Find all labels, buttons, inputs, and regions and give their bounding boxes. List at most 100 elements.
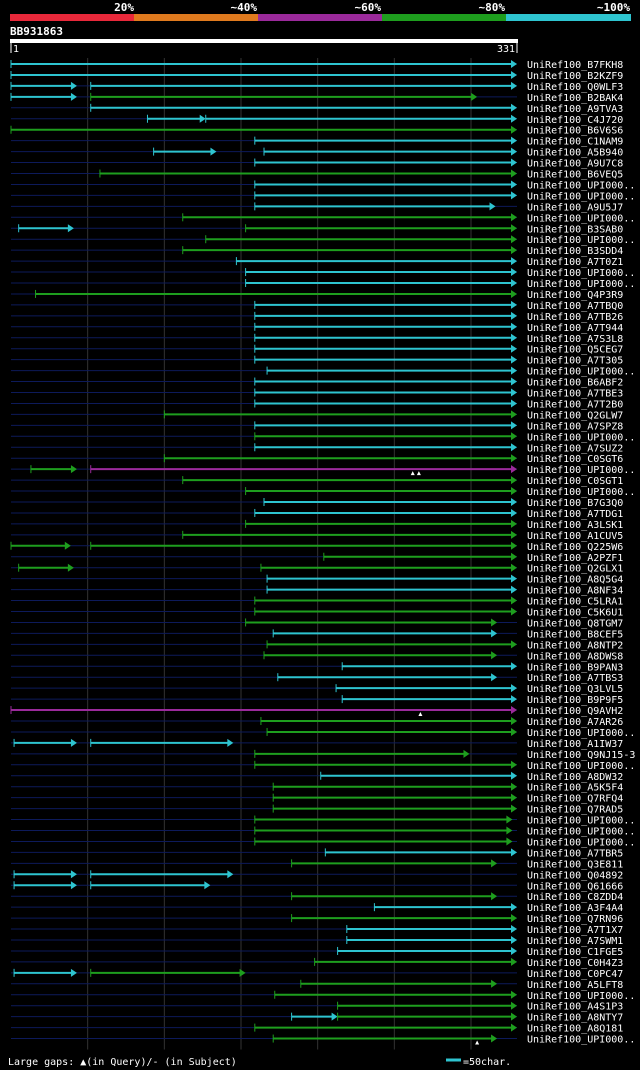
hit-row[interactable]: UniRef100_C1FGE5 [11, 946, 623, 958]
hit-row[interactable]: UniRef100_A8NTY7 [11, 1012, 623, 1024]
hit-label[interactable]: UniRef100_A2PZF1 [527, 553, 623, 564]
hit-row[interactable]: UniRef100_Q8TGM7 [11, 618, 623, 629]
hit-row[interactable]: UniRef100_A9U7C8 [11, 158, 623, 170]
hit-label[interactable]: UniRef100_A8Q5G4 [527, 575, 623, 586]
hit-label[interactable]: UniRef100_A7T2B0 [527, 399, 623, 410]
hit-label[interactable]: UniRef100_Q5CEG7 [527, 345, 623, 356]
hit-label[interactable]: UniRef100_A9U7C8 [527, 159, 623, 170]
hit-row[interactable]: UniRef100_A7T305 [11, 355, 623, 367]
hit-row[interactable]: UniRef100_B2BAK4 [10, 92, 623, 104]
hit-row[interactable]: UniRef100_A7T944 [11, 322, 623, 334]
hit-label[interactable]: UniRef100_C0H4Z3 [527, 958, 623, 969]
hit-row[interactable]: UniRef100_A7S3L8 [11, 333, 623, 345]
hit-row[interactable]: UniRef100_Q61666 [11, 881, 623, 892]
hit-label[interactable]: UniRef100_Q0WLF3 [527, 82, 623, 93]
hit-label[interactable]: UniRef100_A8Q181 [527, 1024, 623, 1035]
hit-row[interactable]: UniRef100_Q7RAD5 [11, 804, 623, 816]
hit-row[interactable]: UniRef100_A7TBQ0 [11, 300, 623, 312]
hit-label[interactable]: UniRef100_Q4P3R9 [527, 290, 623, 301]
hit-row[interactable]: UniRef100_A7T1X7 [11, 925, 623, 936]
hit-row[interactable]: UniRef100_UPI000.. [11, 366, 635, 378]
hit-row[interactable]: UniRef100_A4S1P3 [11, 1001, 623, 1013]
hit-row[interactable]: UniRef100_B9P9F5 [11, 695, 623, 706]
hit-row[interactable]: UniRef100_UPI000.. [11, 990, 635, 1002]
hit-label[interactable]: UniRef100_A8DW32 [527, 772, 623, 783]
hit-row[interactable]: UniRef100_C1NAM9 [11, 136, 623, 148]
hit-label[interactable]: UniRef100_UPI000.. [527, 465, 635, 476]
hit-row[interactable]: UniRef100_A7SUZ2 [11, 443, 623, 454]
hit-row[interactable]: UniRef100_A5LFT8 [11, 979, 623, 991]
hit-row[interactable]: UniRef100_C5K6U1 [11, 607, 623, 619]
hit-row[interactable]: UniRef100_C4J720 [11, 114, 623, 126]
hit-row[interactable]: UniRef100_UPI000.. [11, 279, 635, 290]
hit-row[interactable]: UniRef100_Q3LVL5 [11, 684, 623, 695]
hit-label[interactable]: UniRef100_A7T944 [527, 323, 623, 334]
hit-label[interactable]: UniRef100_C0SGT1 [527, 476, 623, 487]
hit-row[interactable]: UniRef100_UPI000.. [11, 826, 635, 838]
hit-label[interactable]: UniRef100_A7S3L8 [527, 334, 623, 345]
hit-label[interactable]: UniRef100_B8CEF5 [527, 629, 623, 640]
hit-row[interactable]: UniRef100_A8Q5G4 [11, 574, 623, 586]
hit-row[interactable]: UniRef100_B3SAB0 [11, 224, 623, 235]
hit-row[interactable]: UniRef100_UPI000.. [11, 760, 635, 772]
hit-label[interactable]: UniRef100_A7TBQ0 [527, 301, 623, 312]
hit-row[interactable]: UniRef100_UPI000.. [11, 432, 635, 443]
hit-label[interactable]: UniRef100_A7TBE3 [527, 389, 623, 400]
hit-row[interactable]: UniRef100_Q2GLW7 [11, 410, 623, 421]
hit-row[interactable]: UniRef100_A8Q181 [11, 1023, 623, 1035]
hit-label[interactable]: UniRef100_UPI000.. [527, 837, 635, 848]
hit-row[interactable]: UniRef100_C0H4Z3 [11, 957, 623, 969]
hit-row[interactable]: UniRef100_B9PAN3 [11, 662, 623, 673]
hit-label[interactable]: UniRef100_B6ABF2 [527, 378, 623, 389]
hit-row[interactable]: UniRef100_C0SGT1 [11, 476, 623, 487]
hit-label[interactable]: UniRef100_C5K6U1 [527, 608, 623, 619]
hit-label[interactable]: UniRef100_A5LFT8 [527, 980, 623, 991]
hit-row[interactable]: UniRef100_UPI000.. [11, 268, 635, 279]
hit-row[interactable]: UniRef100_A7T2B0 [11, 399, 623, 410]
hit-row[interactable]: UniRef100_B2KZF9 [10, 70, 623, 82]
hit-label[interactable]: UniRef100_Q04892 [527, 870, 623, 881]
hit-label[interactable]: UniRef100_A7SPZ8 [527, 421, 623, 432]
hit-row[interactable]: UniRef100_Q3E811 [11, 859, 623, 870]
hit-row[interactable]: UniRef100_UPI000.. [11, 837, 635, 848]
hit-label[interactable]: UniRef100_A7TBR5 [527, 848, 623, 859]
hit-row[interactable]: UniRef100_A1CUV5 [11, 530, 623, 542]
hit-label[interactable]: UniRef100_A3F4A4 [527, 903, 623, 914]
hit-row[interactable]: UniRef100_C0SGT6 [11, 454, 623, 465]
hit-label[interactable]: UniRef100_Q9NJ15-3 [527, 750, 635, 761]
hit-label[interactable]: UniRef100_C1FGE5 [527, 947, 623, 958]
hit-row[interactable]: UniRef100_B7FKH8 [10, 60, 623, 71]
hit-label[interactable]: UniRef100_Q7RFQ4 [527, 794, 623, 805]
hit-label[interactable]: UniRef100_A7T0Z1 [527, 257, 623, 268]
hit-label[interactable]: UniRef100_C5LRA1 [527, 597, 623, 608]
hit-row[interactable]: UniRef100_Q9NJ15-3 [11, 749, 635, 761]
hit-label[interactable]: UniRef100_A1IW37 [527, 739, 623, 750]
hit-label[interactable]: UniRef100_UPI000.. [527, 268, 635, 279]
hit-row[interactable]: UniRef100_A1IW37 [11, 738, 623, 750]
hit-row[interactable]: UniRef100_B3SDD4 [11, 246, 623, 257]
hit-row[interactable]: UniRef100_A2PZF1 [11, 552, 623, 564]
hit-label[interactable]: UniRef100_Q7RAD5 [527, 805, 623, 816]
hit-row[interactable]: UniRef100_A3LSK1 [11, 519, 623, 531]
hit-label[interactable]: UniRef100_A5K5F4 [527, 783, 623, 794]
hit-row[interactable]: UniRef100_A7AR26 [11, 717, 623, 728]
hit-row[interactable]: UniRef100_A7SWM1 [11, 936, 623, 947]
hit-label[interactable]: UniRef100_A5B940 [527, 148, 623, 159]
hit-row[interactable]: UniRef100_A3F4A4 [11, 903, 623, 914]
hit-label[interactable]: UniRef100_B3SAB0 [527, 224, 623, 235]
hit-label[interactable]: UniRef100_A7TDG1 [527, 509, 623, 520]
hit-label[interactable]: UniRef100_UPI000.. [527, 180, 635, 191]
hit-row[interactable]: UniRef100_A7T0Z1 [11, 257, 623, 268]
hit-row[interactable]: UniRef100_A9TVA3 [11, 103, 623, 115]
hit-label[interactable]: UniRef100_Q3LVL5 [527, 684, 623, 695]
hit-label[interactable]: UniRef100_UPI000.. [527, 279, 635, 290]
hit-label[interactable]: UniRef100_B2BAK4 [527, 93, 623, 104]
hit-label[interactable]: UniRef100_B9PAN3 [527, 662, 623, 673]
hit-label[interactable]: UniRef100_B6V6S6 [527, 126, 623, 137]
hit-label[interactable]: UniRef100_UPI000.. [527, 761, 635, 772]
hit-label[interactable]: UniRef100_A7SUZ2 [527, 443, 623, 454]
hit-label[interactable]: UniRef100_C4J720 [527, 115, 623, 126]
hit-label[interactable]: UniRef100_A8NF34 [527, 586, 623, 597]
hit-label[interactable]: UniRef100_Q9AVH2 [527, 706, 623, 717]
hit-row[interactable]: UniRef100_C8ZDD4 [11, 892, 623, 903]
